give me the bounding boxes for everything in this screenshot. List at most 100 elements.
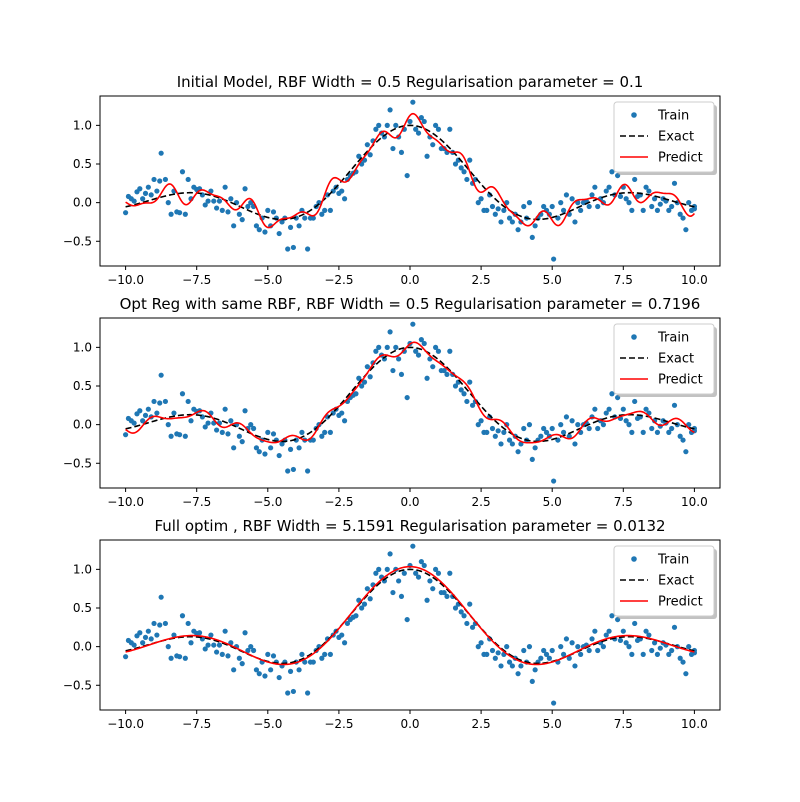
train-point — [327, 651, 333, 657]
train-point — [131, 420, 137, 426]
train-point — [617, 193, 624, 200]
y-tick-label: 1.0 — [73, 562, 92, 576]
train-point — [467, 601, 473, 607]
train-point — [549, 425, 555, 432]
train-point — [606, 628, 612, 634]
train-point — [415, 574, 422, 580]
train-point — [421, 340, 427, 347]
train-point — [364, 142, 370, 148]
train-point — [489, 425, 496, 432]
train-point — [521, 203, 527, 210]
train-point — [188, 418, 194, 424]
train-point — [640, 207, 646, 213]
exact-line — [125, 124, 695, 221]
train-point — [214, 649, 220, 655]
train-point — [285, 468, 291, 474]
train-point — [327, 207, 333, 213]
train-point — [165, 644, 171, 650]
train-point — [171, 410, 177, 416]
train-point — [270, 209, 277, 215]
y-tick-label: 1.0 — [73, 118, 92, 132]
train-point — [359, 605, 365, 611]
train-point — [677, 655, 683, 661]
train-point — [606, 406, 612, 412]
train-point — [302, 215, 308, 221]
train-point — [225, 431, 231, 437]
train-point — [248, 644, 254, 650]
x-tick-label: 7.5 — [614, 273, 633, 287]
train-point — [236, 655, 242, 661]
train-point — [538, 655, 544, 661]
train-point — [632, 620, 638, 627]
train-point — [441, 367, 447, 374]
train-point — [484, 207, 490, 213]
train-point — [296, 445, 302, 451]
train-point — [248, 200, 254, 206]
train-point — [185, 398, 191, 405]
chart-title: Opt Reg with same RBF, RBF Width = 0.5 R… — [120, 295, 701, 313]
train-point — [430, 364, 436, 370]
train-point — [231, 667, 237, 673]
train-point — [469, 624, 476, 630]
train-point — [640, 651, 646, 657]
train-point — [162, 620, 169, 627]
train-point — [131, 642, 137, 648]
train-point — [435, 348, 442, 354]
predict-line — [125, 112, 695, 229]
x-tick-label: −7.5 — [182, 495, 211, 509]
train-point — [560, 651, 567, 657]
train-point — [287, 224, 294, 230]
train-point — [387, 329, 393, 335]
train-point — [268, 445, 274, 451]
train-point — [452, 383, 459, 389]
train-point — [649, 647, 655, 654]
train-point — [651, 418, 658, 424]
train-point — [270, 653, 277, 659]
train-point — [410, 321, 416, 327]
train-point — [586, 203, 592, 210]
train-point — [404, 394, 410, 401]
train-point — [145, 628, 151, 634]
train-point — [208, 632, 214, 638]
train-point — [322, 207, 328, 213]
train-point — [202, 202, 208, 208]
train-point — [413, 126, 419, 132]
train-point — [424, 375, 430, 381]
train-point — [551, 256, 557, 262]
train-point — [626, 422, 632, 428]
train-point — [122, 210, 129, 216]
train-point — [526, 644, 533, 650]
train-point — [592, 628, 598, 634]
train-point — [168, 211, 174, 217]
train-point — [356, 375, 362, 381]
train-point — [529, 234, 535, 241]
x-tick-label: 2.5 — [472, 495, 491, 509]
train-point — [421, 562, 427, 569]
train-point — [367, 152, 373, 158]
x-tick-label: −7.5 — [182, 717, 211, 731]
train-point — [401, 570, 407, 576]
train-point — [586, 425, 592, 432]
train-point — [626, 200, 632, 206]
train-point — [666, 207, 672, 213]
train-point — [626, 644, 632, 650]
train-point — [620, 406, 626, 412]
train-point — [211, 642, 217, 648]
legend-label: Exact — [658, 130, 694, 145]
train-point — [643, 628, 649, 634]
train-point — [475, 422, 481, 428]
train-point — [515, 449, 521, 455]
chart-panel-1: Initial Model, RBF Width = 0.5 Regularis… — [63, 73, 721, 287]
train-point — [148, 192, 154, 198]
train-point — [600, 644, 606, 650]
train-point — [603, 410, 609, 416]
train-point — [151, 176, 157, 183]
train-point — [140, 196, 146, 202]
train-point — [418, 337, 424, 343]
train-point — [418, 115, 424, 121]
train-point — [572, 663, 578, 669]
train-point — [444, 371, 450, 378]
train-point — [541, 203, 547, 210]
train-point — [467, 379, 473, 385]
